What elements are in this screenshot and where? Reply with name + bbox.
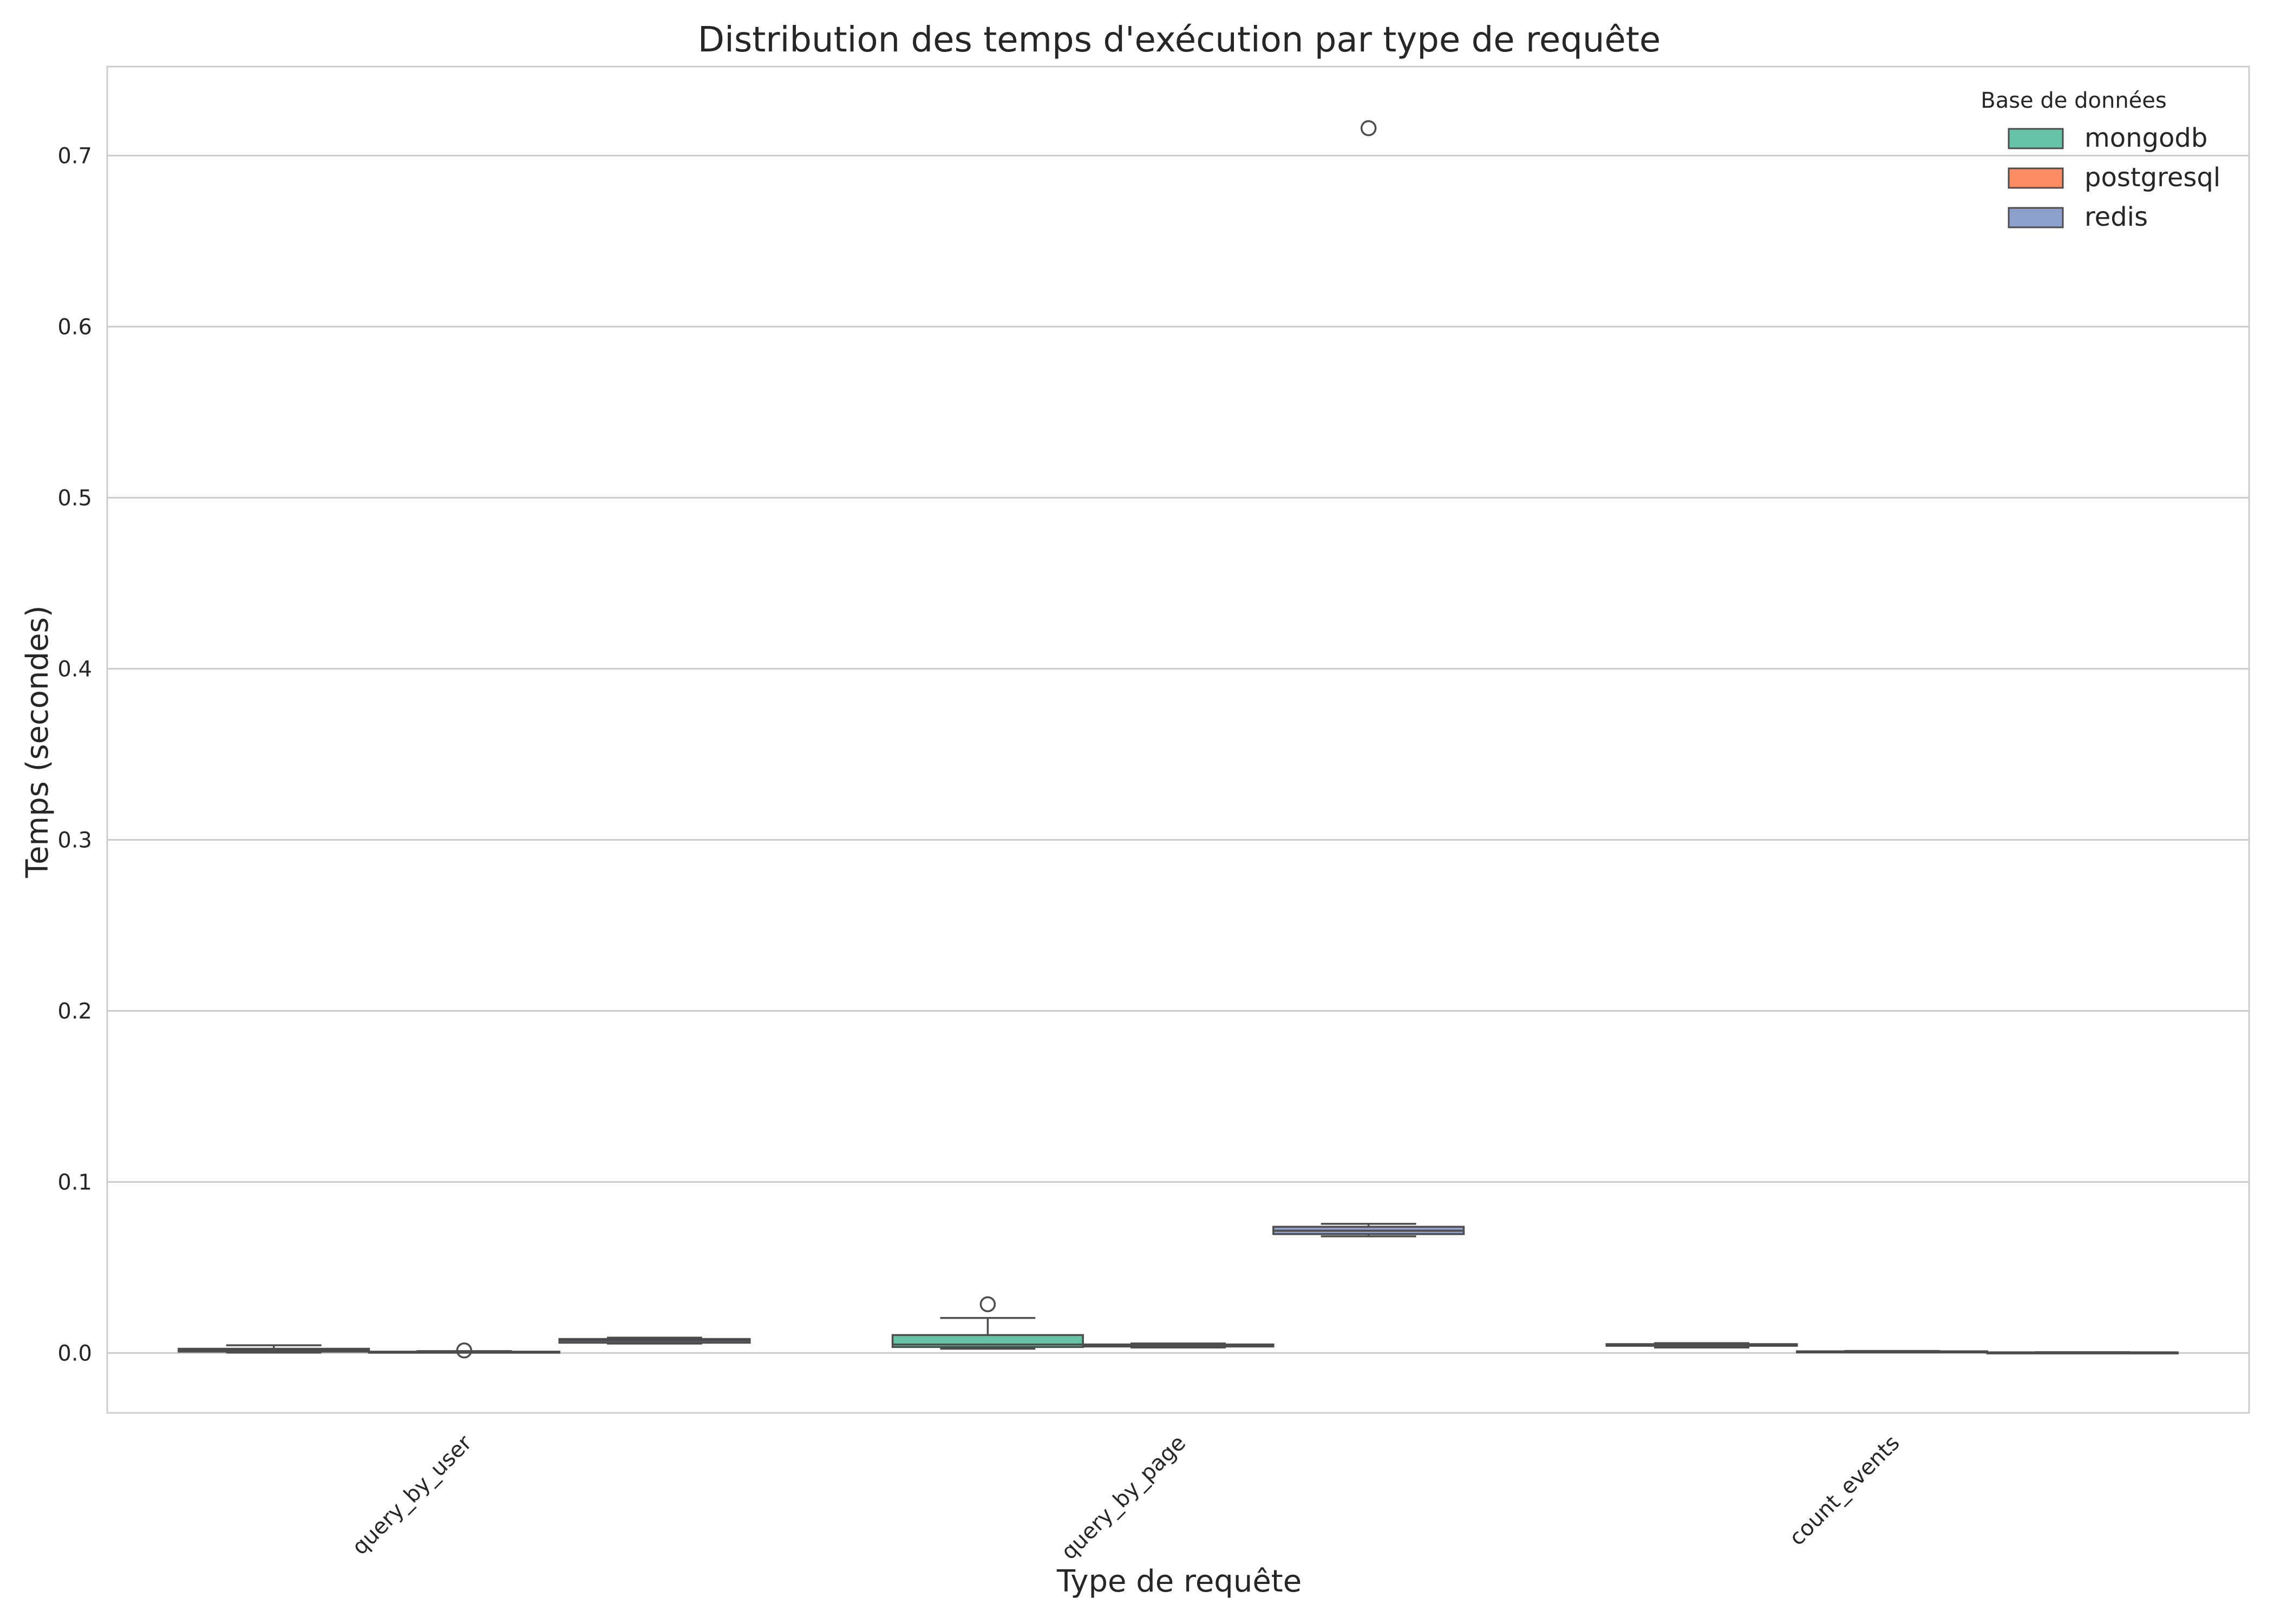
outlier-point (456, 1342, 473, 1359)
outlier-point (1360, 120, 1377, 136)
grid-lines (107, 154, 2249, 1354)
box-series (178, 120, 2179, 1359)
chart-title: Distribution des temps d'exécution par t… (698, 20, 1661, 60)
legend-label-mongodb: mongodb (2084, 123, 2207, 153)
box-mongodb-query_by_page (891, 1296, 1084, 1350)
box-mongodb-count_events (1605, 1342, 1798, 1349)
legend-label-redis: redis (2084, 202, 2148, 232)
box-redis-query_by_page (1272, 120, 1465, 1237)
legend-swatch-postgresql (2008, 167, 2064, 189)
y-tick-label: 0.0 (57, 1341, 92, 1366)
x-axis-label: Type de requête (1056, 1564, 1302, 1599)
y-axis-label: Temps (secondes) (20, 605, 55, 878)
box-mongodb-query_by_user (178, 1344, 370, 1354)
y-tick-label: 0.6 (57, 315, 92, 339)
legend-label-postgresql: postgresql (2084, 162, 2220, 193)
box-redis-query_by_user (558, 1337, 751, 1345)
plot-frame (106, 66, 2250, 1414)
box-postgresql-query_by_page (1082, 1342, 1275, 1349)
y-tick-label: 0.1 (57, 1170, 92, 1195)
box-redis-count_events (1986, 1351, 2179, 1354)
box-postgresql-count_events (1796, 1350, 1989, 1353)
y-tick-labels: 0.0 0.1 0.2 0.3 0.4 0.5 0.6 0.7 (57, 143, 92, 1366)
y-tick-label: 0.7 (57, 143, 92, 168)
y-tick-label: 0.2 (57, 999, 92, 1024)
y-tick-label: 0.4 (57, 657, 92, 682)
legend-swatch-redis (2008, 207, 2064, 228)
outlier-point (979, 1296, 996, 1313)
legend-swatch-mongodb (2008, 128, 2064, 149)
y-tick-label: 0.3 (57, 828, 92, 853)
box-postgresql-query_by_user (368, 1342, 560, 1359)
legend-title: Base de données (1981, 88, 2166, 113)
legend-entries: mongodb postgresql redis (2008, 123, 2220, 232)
y-tick-label: 0.5 (57, 486, 92, 510)
legend: Base de données mongodb postgresql redis (1981, 88, 2220, 232)
